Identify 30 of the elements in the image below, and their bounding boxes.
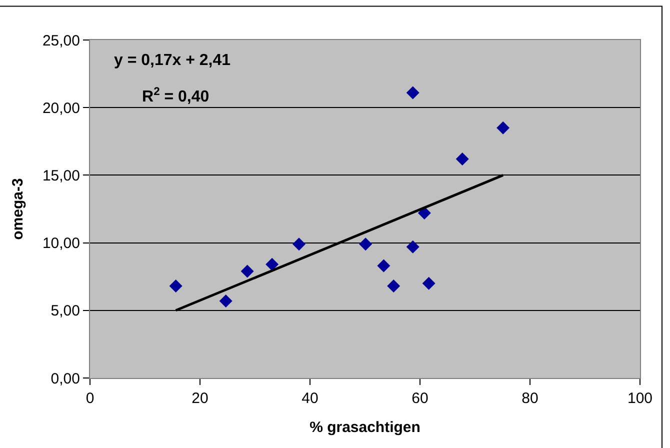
- point: [240, 264, 254, 278]
- annotation: R$^{2}$ = 0,40: [142, 86, 210, 106]
- y-tick-label: 0,00: [50, 370, 80, 388]
- y-tick-label: 20,00: [42, 100, 80, 117]
- y-tick-label: 10,00: [42, 235, 80, 252]
- y-tick-label: 5,00: [50, 302, 80, 320]
- x-tick-label: 100: [627, 390, 653, 407]
- y-tick-label: 25,00: [42, 32, 80, 50]
- point: [456, 152, 469, 166]
- point: [359, 238, 372, 251]
- point: [169, 280, 182, 293]
- annotation: y = 0,17x + 2,41: [114, 52, 231, 69]
- x-tick-label: 40: [302, 390, 318, 407]
- point: [377, 259, 390, 272]
- y-tick-label: 15,00: [42, 167, 80, 184]
- point: [496, 121, 510, 134]
- point: [266, 258, 279, 271]
- point: [219, 294, 232, 308]
- point: [406, 86, 420, 100]
- x-tick-label: 20: [192, 390, 208, 407]
- point: [422, 276, 436, 290]
- point: [418, 206, 431, 220]
- x-axis-title: % grasachtigen: [310, 419, 420, 436]
- x-tick-label: 60: [412, 390, 428, 407]
- point: [406, 240, 420, 254]
- x-tick-label: 80: [522, 390, 538, 407]
- point: [292, 238, 306, 251]
- x-tick-label: 0: [86, 390, 94, 407]
- y-axis-title: omega-3: [10, 178, 27, 240]
- point: [387, 280, 400, 293]
